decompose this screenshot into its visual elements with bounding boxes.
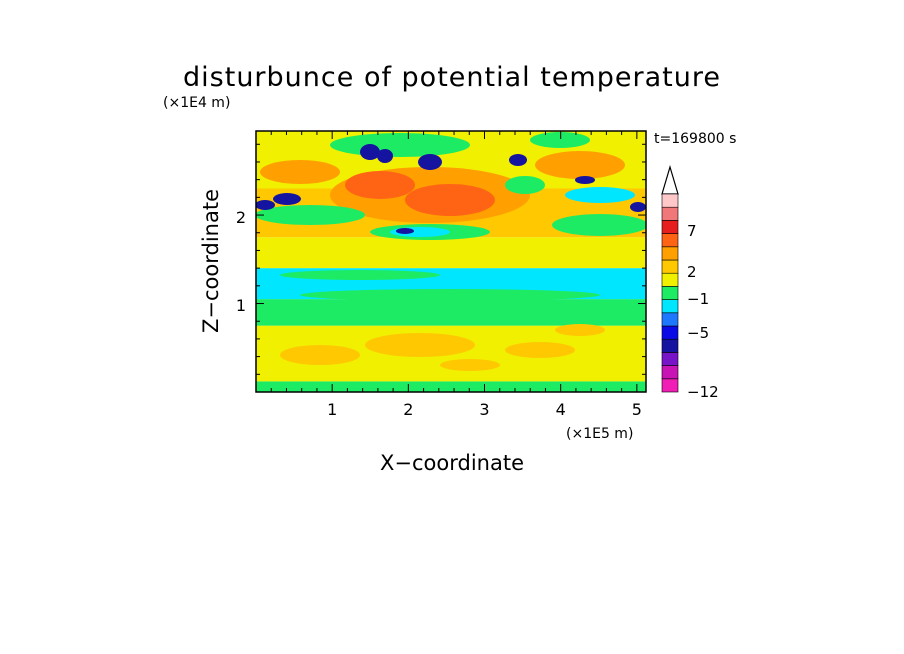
y-axis-label: Z−coordinate — [199, 189, 223, 333]
contour-patch — [280, 345, 360, 365]
colorbar-swatch — [661, 206, 679, 221]
contour-patch — [530, 132, 590, 148]
contour-patch — [265, 383, 335, 392]
colorbar-swatch — [661, 286, 679, 300]
colorbar-swatch — [661, 272, 679, 287]
x-tick-label: 2 — [403, 400, 413, 419]
contour-patch — [509, 154, 527, 166]
axis-ticks — [256, 131, 646, 392]
contour-patch — [405, 184, 495, 216]
colorbar-swatch — [661, 312, 679, 327]
contour-patch — [535, 151, 625, 179]
x-tick-label: 5 — [632, 400, 642, 419]
contour-patch — [273, 193, 301, 205]
x-tick-label: 4 — [556, 400, 566, 419]
contour-patch — [280, 270, 440, 280]
plot-frame — [255, 130, 647, 393]
colorbar-swatch — [661, 352, 679, 366]
colorbar-swatch — [661, 246, 679, 261]
contour-patch — [300, 289, 600, 301]
contour-patch — [505, 176, 545, 194]
colorbar-swatch — [661, 338, 679, 353]
colorbar-swatch — [661, 193, 679, 208]
contour-patch — [555, 324, 605, 336]
contour-patch — [256, 205, 365, 225]
x-unit-label: (×1E5 m) — [566, 426, 633, 442]
contour-band — [256, 237, 646, 269]
contour-patch — [365, 333, 475, 357]
x-axis-label: X−coordinate — [380, 451, 524, 475]
colorbar-swatch — [661, 220, 679, 234]
contour-patch — [260, 160, 340, 184]
contour-patch — [396, 228, 414, 234]
colorbar-swatch — [661, 325, 679, 340]
time-label: t=169800 s — [654, 131, 736, 147]
contour-patch — [565, 187, 635, 203]
x-tick-label: 1 — [327, 400, 337, 419]
contour-patch — [360, 144, 380, 160]
x-tick-labels: 1 2 3 4 5 — [327, 400, 642, 419]
x-tick-label: 3 — [479, 400, 489, 419]
y-tick-label: 1 — [236, 296, 246, 315]
colorbar-swatch — [661, 365, 679, 380]
y-unit-label: (×1E4 m) — [163, 95, 230, 111]
colorbar-arrow — [661, 164, 679, 195]
colorbar-label: 7 — [687, 222, 697, 240]
colorbar-label: −1 — [687, 290, 709, 308]
contour-upper-features — [256, 132, 646, 240]
contour-band — [256, 299, 646, 326]
contour-patch — [440, 359, 500, 371]
colorbar-label: −12 — [687, 383, 719, 401]
contour-patch — [505, 342, 575, 358]
colorbar-swatch — [661, 259, 679, 274]
contour-patch — [430, 382, 530, 390]
contour-patch — [418, 154, 442, 170]
contour-plot-area — [256, 131, 646, 392]
colorbar-label: 2 — [687, 263, 697, 281]
contour-patch — [630, 202, 646, 212]
contour-patch — [330, 133, 470, 157]
chart-title: disturbunce of potential temperature — [183, 62, 721, 93]
contour-lower-features — [265, 270, 605, 392]
colorbar-swatches — [661, 193, 679, 393]
contour-patch — [575, 176, 595, 184]
y-tick-label: 2 — [236, 208, 246, 227]
contour-patch — [552, 214, 646, 236]
colorbar-swatch — [661, 233, 679, 248]
colorbar: 7 2 −1 −5 −12 — [661, 164, 719, 401]
contour-patch — [377, 149, 393, 163]
colorbar-label: −5 — [687, 324, 709, 342]
colorbar-swatch — [661, 378, 679, 393]
contour-patch — [345, 171, 415, 199]
colorbar-swatch — [661, 299, 679, 314]
contour-patch — [256, 200, 275, 210]
y-tick-labels: 1 2 — [236, 208, 246, 315]
